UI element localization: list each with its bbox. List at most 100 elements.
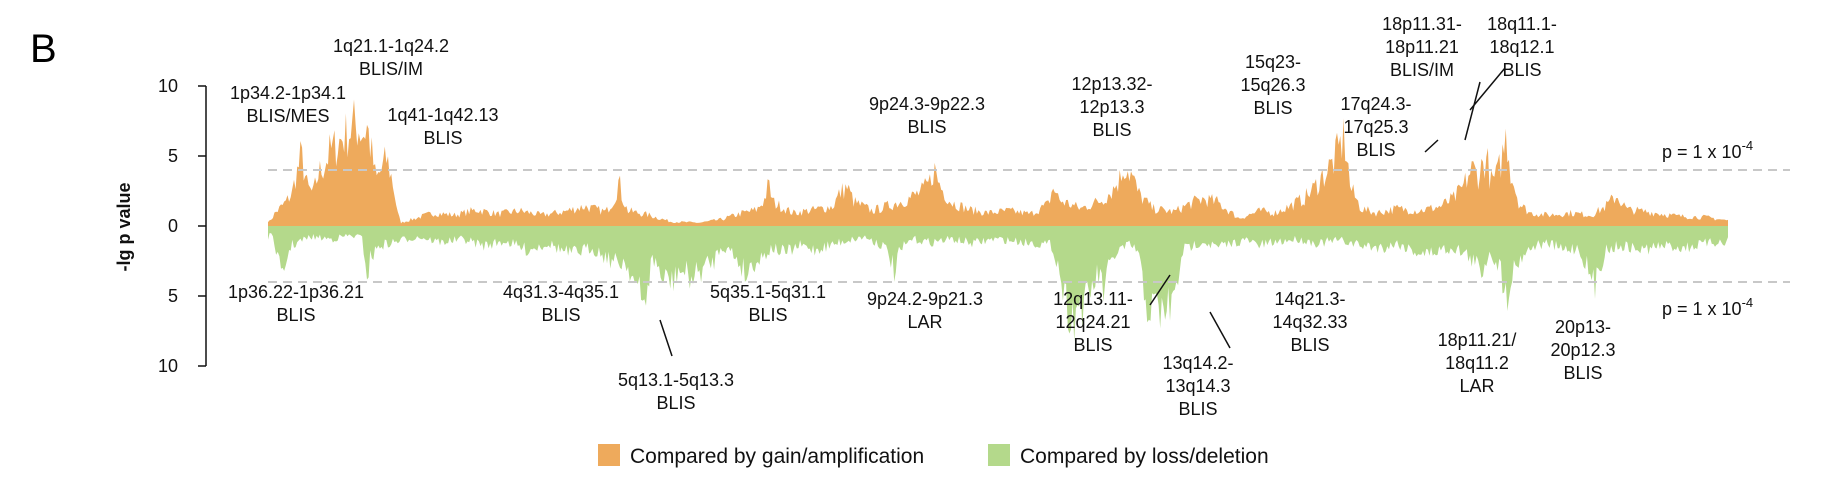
svg-text:p = 1 x 10-4: p = 1 x 10-4 <box>1662 295 1753 319</box>
annotation-line: BLIS <box>1178 399 1217 419</box>
legend-label-loss: Compared by loss/deletion <box>1020 445 1269 468</box>
annotation-line: 1p34.2-1p34.1 <box>230 83 346 103</box>
annotation-line: BLIS <box>656 393 695 413</box>
annotation-line: 15q23- <box>1245 52 1301 72</box>
annotation-line: 17q25.3 <box>1343 117 1408 137</box>
region-annotation-1p36: 1p36.22-1p36.21 BLIS <box>228 282 364 325</box>
annotation-line: 12q13.11- <box>1053 289 1133 309</box>
annotation-leader-line <box>1424 139 1439 153</box>
region-annotation-1p34: 1p34.2-1p34.1 BLIS/MES <box>230 83 346 126</box>
annotation-line: 18p11.31- <box>1382 14 1462 34</box>
annotation-line: 18q11.1- <box>1487 14 1557 34</box>
legend: Compared by gain/amplification Compared … <box>598 444 1269 468</box>
annotation-line: 1p36.22-1p36.21 <box>228 282 364 302</box>
threshold-label-exponent: -4 <box>1742 138 1754 153</box>
annotation-line: BLIS <box>1073 335 1112 355</box>
annotation-line: BLIS <box>541 305 580 325</box>
region-annotation-17q24: 17q24.3- 17q25.3 BLIS <box>1340 94 1411 160</box>
annotation-line: LAR <box>1459 376 1494 396</box>
annotation-leader-lines <box>659 67 1506 357</box>
y-tick-label: 10 <box>158 76 178 96</box>
annotation-line: BLIS/MES <box>246 106 329 126</box>
annotation-line: 13q14.3 <box>1165 376 1230 396</box>
legend-swatch-gain <box>598 444 620 466</box>
annotation-line: 1q41-1q42.13 <box>387 105 498 125</box>
annotation-line: BLIS <box>423 128 462 148</box>
panel-label: B <box>30 27 57 71</box>
annotation-line: 14q21.3- <box>1274 289 1345 309</box>
annotation-line: BLIS <box>1563 363 1602 383</box>
threshold-label-text: p = 1 x 10 <box>1662 299 1742 319</box>
annotation-leader-line <box>1209 311 1231 349</box>
y-axis: 10 5 0 5 10 -lg p value <box>114 76 207 376</box>
y-tick-label: 5 <box>168 286 178 306</box>
annotation-leader-line <box>1464 81 1481 141</box>
annotation-line: BLIS <box>748 305 787 325</box>
annotation-line: BLIS <box>1092 120 1131 140</box>
gain-area-series <box>268 99 1728 226</box>
region-annotation-18q11: 18q11.1- 18q12.1 BLIS <box>1487 14 1557 80</box>
region-annotation-12q13: 12q13.11- 12q24.21 BLIS <box>1053 289 1133 355</box>
annotation-line: 18p11.21 <box>1385 37 1459 57</box>
annotation-line: BLIS <box>1290 335 1329 355</box>
annotation-line: 18q12.1 <box>1489 37 1554 57</box>
annotation-line: BLIS/IM <box>1390 60 1454 80</box>
legend-swatch-loss <box>988 444 1010 466</box>
region-annotation-9p24a: 9p24.3-9p22.3 BLIS <box>869 94 985 137</box>
region-annotation-5q13: 5q13.1-5q13.3 BLIS <box>618 370 734 413</box>
annotation-line: 12p13.3 <box>1079 97 1144 117</box>
annotation-line: BLIS <box>1356 140 1395 160</box>
annotation-leader-line <box>1149 274 1171 306</box>
annotation-line: 5q13.1-5q13.3 <box>618 370 734 390</box>
region-annotation-18p11b: 18p11.21/18q11.2 LAR <box>1438 330 1517 396</box>
annotation-line: BLIS <box>1502 60 1541 80</box>
region-annotation-9p24b: 9p24.2-9p21.3 LAR <box>867 289 983 332</box>
annotation-line: 12p13.32- <box>1071 74 1152 94</box>
annotation-line: 1q21.1-1q24.2 <box>333 36 449 56</box>
svg-text:p = 1 x 10-4: p = 1 x 10-4 <box>1662 138 1753 162</box>
region-annotation-12p13: 12p13.32- 12p13.3 BLIS <box>1071 74 1152 140</box>
y-tick-marks <box>198 85 206 367</box>
annotation-line: BLIS <box>907 117 946 137</box>
threshold-label-text: p = 1 x 10 <box>1662 142 1742 162</box>
annotation-line: 15q26.3 <box>1240 75 1305 95</box>
region-annotation-4q31: 4q31.3-4q35.1 BLIS <box>503 282 619 325</box>
region-annotation-14q21: 14q21.3- 14q32.33 BLIS <box>1272 289 1347 355</box>
loss-area-series <box>268 226 1728 342</box>
region-annotation-20p13: 20p13- 20p12.3 BLIS <box>1550 317 1615 383</box>
loss-area-path <box>268 226 1728 342</box>
threshold-label-exponent: -4 <box>1742 295 1754 310</box>
annotation-line: BLIS/IM <box>359 59 423 79</box>
threshold-label-gain: p = 1 x 10-4 <box>1662 138 1753 162</box>
annotation-line: 9p24.3-9p22.3 <box>869 94 985 114</box>
region-annotation-13q14: 13q14.2- 13q14.3 BLIS <box>1162 353 1233 419</box>
annotation-leader-line <box>1469 67 1506 111</box>
region-annotation-15q23: 15q23- 15q26.3 BLIS <box>1240 52 1305 118</box>
region-annotation-1q21: 1q21.1-1q24.2 BLIS/IM <box>333 36 449 79</box>
annotation-line: 17q24.3- <box>1340 94 1411 114</box>
annotation-line: 18p11.21/ <box>1438 330 1517 350</box>
plot-area <box>268 99 1790 342</box>
y-tick-label: 10 <box>158 356 178 376</box>
region-annotations: 1p34.2-1p34.1 BLIS/MES 1q21.1-1q24.2 BLIS/I… <box>228 14 1616 419</box>
region-annotation-5q35: 5q35.1-5q31.1 BLIS <box>710 282 826 325</box>
y-tick-label: 5 <box>168 146 178 166</box>
annotation-line: 20p13- <box>1555 317 1611 337</box>
region-annotation-1q41: 1q41-1q42.13 BLIS <box>387 105 498 148</box>
annotation-line: 20p12.3 <box>1550 340 1615 360</box>
annotation-line: 4q31.3-4q35.1 <box>503 282 619 302</box>
region-annotation-18p11a: 18p11.31- 18p11.21 BLIS/IM <box>1382 14 1462 80</box>
annotation-line: BLIS <box>1253 98 1292 118</box>
annotation-line: 13q14.2- <box>1162 353 1233 373</box>
annotation-leader-line <box>659 319 673 357</box>
annotation-line: LAR <box>907 312 942 332</box>
gain-area-path <box>268 99 1728 226</box>
y-tick-label: 0 <box>168 216 178 236</box>
y-axis-label: -lg p value <box>114 182 134 271</box>
threshold-label-loss: p = 1 x 10-4 <box>1662 295 1753 319</box>
annotation-line: 5q35.1-5q31.1 <box>710 282 826 302</box>
annotation-line: BLIS <box>276 305 315 325</box>
legend-label-gain: Compared by gain/amplification <box>630 445 924 468</box>
annotation-line: 12q24.21 <box>1055 312 1130 332</box>
